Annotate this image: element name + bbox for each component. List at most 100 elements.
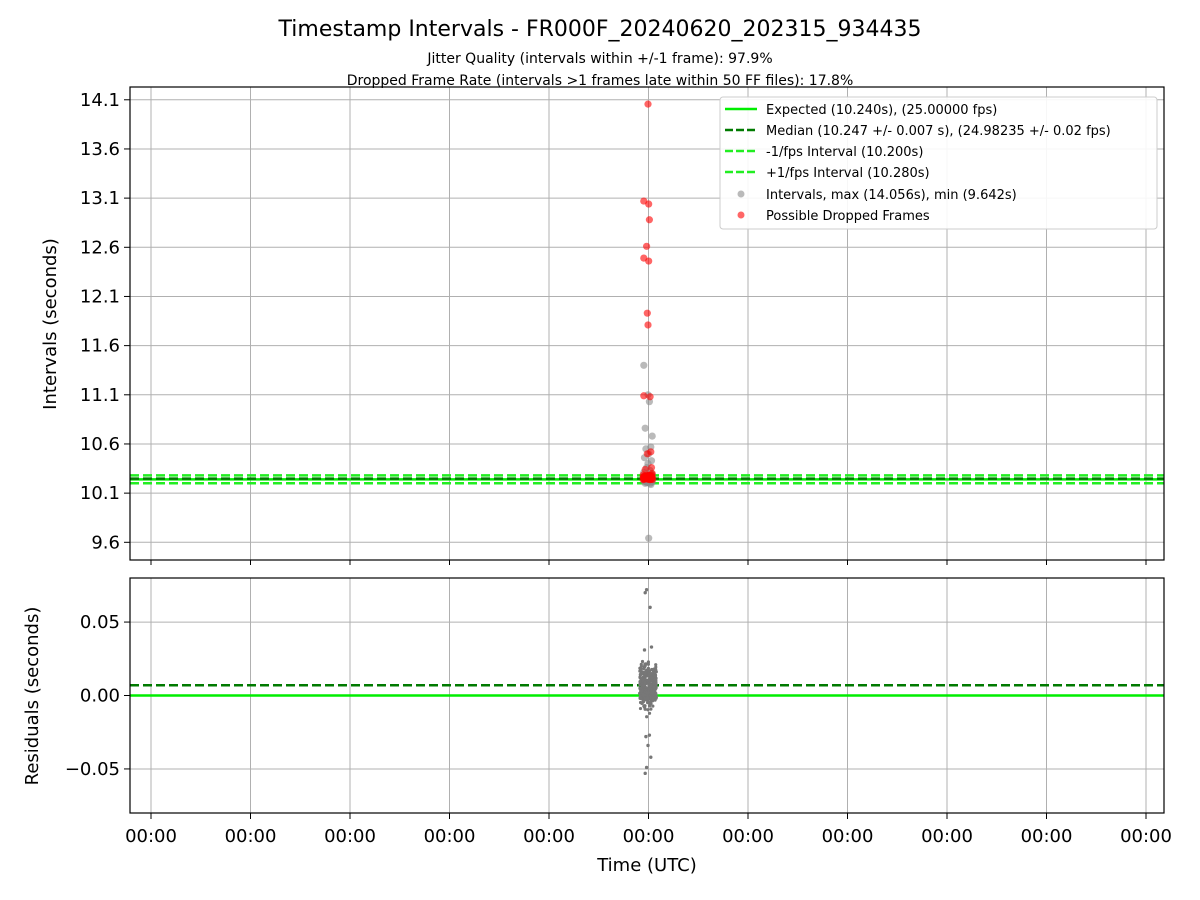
residual-point — [639, 667, 643, 671]
residual-point — [649, 672, 653, 676]
x-tick-label: 00:00 — [623, 826, 675, 847]
dropped-frame-point — [644, 475, 652, 483]
x-tick-label: 00:00 — [324, 826, 376, 847]
legend: Expected (10.240s), (25.00000 fps) Media… — [719, 96, 1158, 230]
interval-point — [640, 361, 648, 369]
dropped-frame-point — [643, 450, 651, 458]
interval-point — [641, 424, 649, 432]
dropped-frame-point — [643, 309, 651, 317]
chart-title: Timestamp Intervals - FR000F_20240620_20… — [278, 17, 922, 42]
x-tick-label: 00:00 — [125, 826, 177, 847]
residual-point — [643, 671, 647, 676]
residual-point — [645, 701, 650, 705]
dropped-frame-point — [646, 393, 654, 401]
top-y-tick-label: 13.1 — [80, 188, 120, 209]
residual-point — [651, 696, 656, 700]
residual-point — [651, 704, 655, 708]
bottom-y-tick-label: −0.05 — [65, 759, 120, 780]
legend-minus-fps-label: -1/fps Interval (10.200s) — [766, 145, 923, 160]
residual-point — [643, 665, 647, 669]
dropped-frame-point — [645, 200, 653, 208]
residual-point — [644, 734, 648, 739]
residual-point — [654, 665, 658, 669]
residual-point — [642, 648, 647, 652]
residual-point — [649, 645, 654, 649]
top-y-tick-label: 13.6 — [80, 139, 120, 160]
dropped-frame-point — [645, 216, 654, 224]
residual-point — [648, 605, 652, 610]
legend-dropped-label: Possible Dropped Frames — [766, 209, 930, 224]
bottom-plot-panel: −0.050.000.05 00:00 00:00 00:00 00:00 00:00 0… — [22, 577, 1172, 876]
x-tick-label: 00:00 — [722, 826, 774, 847]
residual-point — [648, 679, 653, 683]
residual-point — [653, 671, 657, 675]
residual-point — [640, 670, 645, 674]
residual-point — [646, 660, 651, 664]
residual-point — [641, 678, 645, 683]
residual-point — [643, 771, 647, 776]
x-tick-label: 00:00 — [822, 826, 874, 847]
interval-point — [648, 432, 656, 440]
x-axis-label: Time (UTC) — [596, 855, 697, 876]
residual-point — [643, 590, 647, 595]
x-tick-label: 00:00 — [921, 826, 973, 847]
x-tick-label: 00:00 — [225, 826, 277, 847]
x-tick-label: 00:00 — [523, 826, 575, 847]
residual-point — [654, 691, 658, 696]
top-y-tick-label: 10.1 — [80, 483, 120, 504]
residual-point — [654, 668, 658, 672]
residual-point — [638, 672, 642, 677]
bottom-x-ticks: 00:00 00:00 00:00 00:00 00:00 00:00 00:00 00:00… — [125, 813, 1172, 847]
residual-point — [643, 662, 647, 666]
chart-subtitle-dropped: Dropped Frame Rate (intervals >1 frames … — [347, 73, 854, 89]
residual-point — [652, 689, 657, 693]
top-y-tick-label: 11.1 — [80, 385, 120, 406]
dropped-frame-point — [643, 242, 651, 250]
legend-intervals-label: Intervals, max (14.056s), min (9.642s) — [766, 188, 1017, 203]
residual-point — [647, 711, 652, 715]
residual-point — [649, 701, 653, 706]
residual-point — [646, 662, 651, 666]
residual-point — [646, 708, 650, 712]
top-y-ticks: 9.6 10.1 10.6 11.1 11.6 12.1 12.6 13.1 13.6 14.1 — [80, 90, 130, 553]
top-y-tick-label: 12.6 — [80, 237, 120, 258]
top-y-tick-label: 11.6 — [80, 336, 120, 357]
residual-point — [654, 663, 658, 667]
x-tick-label: 00:00 — [1120, 826, 1172, 847]
residual-point — [649, 755, 653, 759]
top-y-axis-label: Intervals (seconds) — [40, 238, 61, 410]
dropped-frame-point — [640, 392, 648, 400]
top-x-ticks — [150, 560, 1147, 565]
residual-point — [646, 666, 651, 670]
bottom-y-ticks: −0.05 0.00 0.05 — [65, 612, 130, 780]
legend-expected-label: Expected (10.240s), (25.00000 fps) — [766, 103, 997, 118]
x-tick-label: 00:00 — [1021, 826, 1073, 847]
residual-point — [647, 687, 651, 691]
x-tick-label: 00:00 — [424, 826, 476, 847]
residual-point — [639, 689, 643, 693]
bottom-residual-points — [638, 588, 658, 776]
bottom-y-tick-label: 0.05 — [80, 612, 120, 633]
dropped-frame-point — [645, 257, 653, 265]
residual-point — [645, 715, 649, 719]
top-scatter-points — [639, 100, 657, 542]
residual-point — [639, 696, 643, 701]
residual-point — [654, 682, 658, 686]
interval-point — [645, 534, 653, 542]
residual-point — [638, 686, 643, 690]
top-y-tick-label: 10.6 — [80, 434, 120, 455]
residual-point — [646, 691, 651, 695]
chart-subtitle-jitter: Jitter Quality (intervals within +/-1 fr… — [426, 51, 772, 67]
residual-point — [646, 743, 650, 748]
dropped-frame-point — [647, 463, 656, 472]
legend-box — [719, 96, 1158, 230]
residual-point — [644, 765, 649, 770]
residual-point — [649, 707, 653, 711]
residual-point — [640, 659, 645, 664]
residual-point — [650, 676, 654, 680]
top-y-tick-label: 14.1 — [80, 90, 120, 111]
bottom-y-tick-label: 0.00 — [80, 686, 120, 707]
residual-point — [647, 704, 652, 708]
top-y-tick-label: 12.1 — [80, 286, 120, 307]
